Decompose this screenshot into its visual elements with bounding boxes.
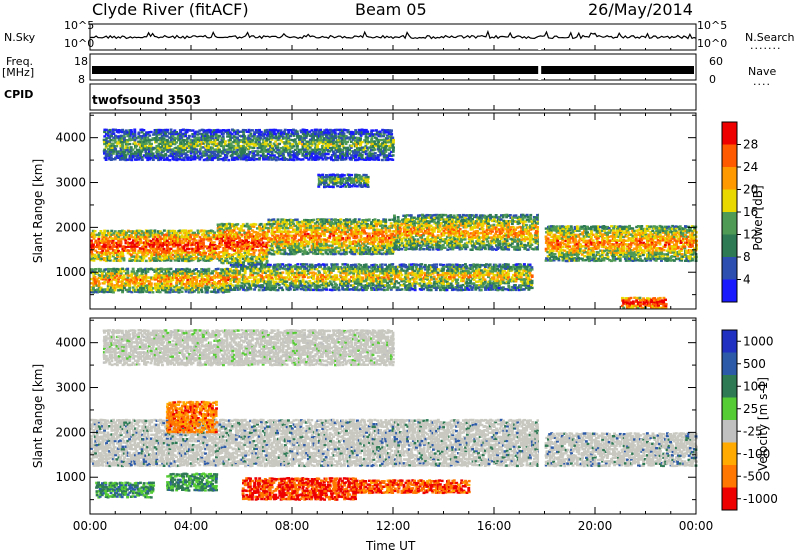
velocity-colorbar-tick-label-7: -1000 xyxy=(743,492,778,506)
velocity-colorbar-frame xyxy=(721,329,738,511)
velocity-band-7 xyxy=(102,329,395,367)
power-colorbar-tick-label-1: 8 xyxy=(743,250,751,264)
power-band-7 xyxy=(620,296,668,310)
velocity-ytick-label-1: 2000 xyxy=(55,425,86,439)
nave-dots: .... xyxy=(753,75,771,88)
velocity-band-1 xyxy=(544,432,698,468)
velocity-band-0 xyxy=(90,418,542,468)
power-colorbar-swatch-5 xyxy=(722,234,737,258)
velocity-band-2 xyxy=(241,477,357,501)
nsearch-tick-top: 10^5 xyxy=(697,19,728,32)
nsky-gap xyxy=(538,37,542,50)
power-band-9 xyxy=(317,173,370,189)
velocity-colorbar-swatch-7 xyxy=(722,487,737,511)
power-band-1 xyxy=(216,222,269,265)
nsky-tick-top: 10^5 xyxy=(64,19,95,32)
velocity-band-3 xyxy=(355,479,471,495)
power-band-0 xyxy=(90,229,218,263)
nave-label: Nave xyxy=(748,65,777,78)
cpid-value: twofsound 3503 xyxy=(92,93,201,107)
freq-gap xyxy=(538,62,542,80)
nave-tick-top: 60 xyxy=(709,55,723,68)
xtick-label-3: 12:00 xyxy=(376,519,411,533)
velocity-ytick-label-3: 4000 xyxy=(55,336,86,350)
power-colorbar-tick-label-2: 12 xyxy=(743,228,758,242)
velocity-colorbar-tick-label-1: 500 xyxy=(743,357,766,371)
nsky-label: N.Sky xyxy=(4,31,36,44)
power-colorbar-tick-label-3: 16 xyxy=(743,205,758,219)
velocity-colorbar-tick-label-5: -100 xyxy=(743,447,770,461)
xtick-label-0: 00:00 xyxy=(73,519,108,533)
velocity-colorbar-tick-label-6: -500 xyxy=(743,469,770,483)
freq-unit: [MHz] xyxy=(2,66,35,79)
power-band-5 xyxy=(90,267,231,294)
power-colorbar-swatch-2 xyxy=(722,167,737,190)
power-colorbar-swatch-1 xyxy=(722,144,737,168)
velocity-colorbar-swatch-1 xyxy=(722,352,737,376)
station-title: Clyde River (fitACF) xyxy=(92,0,249,19)
velocity-band-6 xyxy=(165,400,219,434)
power-colorbar-swatch-0 xyxy=(722,122,737,145)
velocity-data-gap xyxy=(538,319,543,513)
velocity-band-5 xyxy=(166,472,219,492)
power-band-3 xyxy=(393,213,542,251)
power-data-gap xyxy=(538,114,543,308)
velocity-colorbar-tick-label-0: 1000 xyxy=(743,334,774,348)
xtick-label-4: 16:00 xyxy=(477,519,512,533)
nave-trace xyxy=(92,66,694,74)
power-colorbar-tick-label-6: 28 xyxy=(743,138,758,152)
velocity-colorbar-tick-label-2: 100 xyxy=(743,379,766,393)
power-band-4 xyxy=(544,224,698,263)
cpid-label: CPID xyxy=(4,88,34,101)
power-ytick-label-0: 1000 xyxy=(55,265,86,279)
power-ytick-label-3: 4000 xyxy=(55,131,86,145)
velocity-ytick-label-0: 1000 xyxy=(55,470,86,484)
power-colorbar-tick-label-4: 20 xyxy=(743,183,758,197)
power-colorbar-swatch-7 xyxy=(722,279,737,303)
velocity-colorbar-swatch-6 xyxy=(722,465,737,488)
power-colorbar-tick-label-0: 4 xyxy=(743,273,751,287)
nave-tick-bottom: 0 xyxy=(709,73,716,86)
nsearch-tick-bottom: 10^0 xyxy=(697,37,728,50)
power-band-2 xyxy=(266,218,395,256)
velocity-colorbar-swatch-2 xyxy=(722,375,737,398)
power-colorbar-swatch-4 xyxy=(722,212,737,235)
nsky-trace xyxy=(89,29,697,40)
xtick-label-1: 04:00 xyxy=(174,519,209,533)
power-colorbar-tick-label-5: 24 xyxy=(743,160,758,174)
velocity-ytick-label-2: 3000 xyxy=(55,381,86,395)
beam-title: Beam 05 xyxy=(355,0,427,19)
velocity-colorbar-swatch-3 xyxy=(722,397,737,421)
freq-label: Freq. xyxy=(6,55,34,68)
power-ytick-label-2: 3000 xyxy=(55,176,86,190)
freq-tick-top: 18 xyxy=(74,55,88,68)
xlabel: Time UT xyxy=(366,539,416,553)
velocity-band-4 xyxy=(95,481,156,499)
freq-tick-bottom: 8 xyxy=(78,73,85,86)
date-title: 26/May/2014 xyxy=(588,0,693,19)
power-ytick-label-1: 2000 xyxy=(55,220,86,234)
xtick-label-5: 20:00 xyxy=(578,519,613,533)
nsearch-dots: ....... xyxy=(750,39,782,52)
velocity-colorbar-swatch-4 xyxy=(722,420,737,443)
power-band-8 xyxy=(102,128,395,162)
power-band-6 xyxy=(228,263,534,292)
velocity-colorbar-tick-label-3: 25 xyxy=(743,402,758,416)
power-colorbar-swatch-3 xyxy=(722,189,737,213)
power-colorbar-swatch-6 xyxy=(722,257,737,280)
nsky-tick-bottom: 10^0 xyxy=(64,37,95,50)
nsearch-label: N.Search xyxy=(745,31,795,44)
xtick-label-2: 08:00 xyxy=(275,519,310,533)
xtick-label-6: 00:00 xyxy=(679,519,714,533)
velocity-colorbar-swatch-5 xyxy=(722,442,737,466)
velocity-colorbar-tick-label-4: -25 xyxy=(743,424,763,438)
velocity-colorbar-swatch-0 xyxy=(722,330,737,353)
